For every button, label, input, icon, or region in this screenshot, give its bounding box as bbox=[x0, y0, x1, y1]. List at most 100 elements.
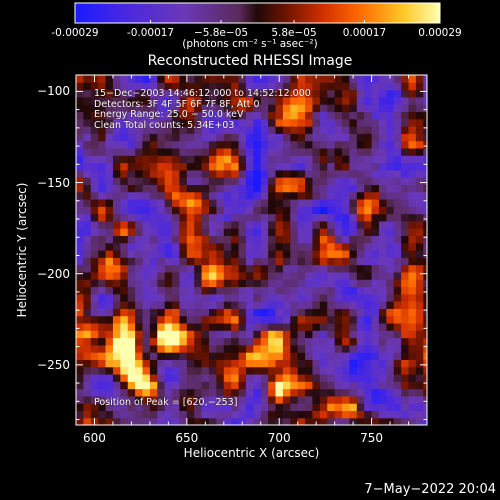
heatmap-cell bbox=[157, 111, 166, 120]
heatmap-cell bbox=[194, 315, 203, 324]
heatmap-cell bbox=[98, 417, 107, 425]
heatmap-cell bbox=[356, 410, 365, 419]
heatmap-cell bbox=[76, 140, 84, 149]
heatmap-cell bbox=[179, 337, 188, 346]
heatmap-cell bbox=[179, 250, 188, 258]
heatmap-cell bbox=[76, 403, 84, 412]
heatmap-cell bbox=[120, 417, 129, 425]
heatmap-cell bbox=[245, 111, 254, 120]
heatmap-cell bbox=[401, 133, 410, 142]
heatmap-cell bbox=[223, 301, 232, 309]
heatmap-cell bbox=[231, 315, 240, 324]
heatmap-cell bbox=[76, 271, 84, 280]
heatmap-cell bbox=[356, 126, 365, 134]
heatmap-cell bbox=[76, 89, 84, 98]
heatmap-cell bbox=[164, 140, 173, 149]
heatmap-cell bbox=[112, 75, 121, 83]
heatmap-cell bbox=[275, 140, 284, 149]
heatmap-cell bbox=[378, 250, 387, 258]
heatmap-cell bbox=[201, 104, 210, 113]
heatmap-cell bbox=[245, 337, 254, 346]
heatmap-cell bbox=[164, 250, 173, 258]
heatmap-cell bbox=[327, 169, 336, 178]
heatmap-cell bbox=[127, 352, 136, 360]
heatmap-cell bbox=[112, 89, 121, 98]
heatmap-cell bbox=[216, 75, 225, 83]
heatmap-cell bbox=[76, 381, 84, 390]
heatmap-cell bbox=[216, 264, 225, 273]
heatmap-cell bbox=[223, 140, 232, 149]
heatmap-cell bbox=[164, 191, 173, 200]
heatmap-cell bbox=[408, 250, 417, 258]
heatmap-cell bbox=[142, 82, 151, 91]
heatmap-cell bbox=[415, 322, 424, 331]
heatmap-cell bbox=[90, 257, 99, 266]
heatmap-cell bbox=[172, 381, 181, 390]
heatmap-cell bbox=[157, 155, 166, 164]
heatmap-cell bbox=[231, 381, 240, 390]
heatmap-cell bbox=[135, 155, 144, 164]
heatmap-cell bbox=[334, 315, 343, 324]
heatmap-cell bbox=[223, 235, 232, 244]
heatmap-cell bbox=[76, 410, 84, 419]
heatmap-cell bbox=[401, 330, 410, 339]
heatmap-cell bbox=[290, 286, 299, 295]
heatmap-cell bbox=[216, 169, 225, 178]
heatmap-cell bbox=[105, 359, 114, 368]
heatmap-cell bbox=[423, 344, 427, 353]
heatmap-cell bbox=[194, 177, 203, 185]
heatmap-cell bbox=[209, 75, 217, 83]
heatmap-cell bbox=[179, 96, 188, 105]
heatmap-cell bbox=[127, 147, 136, 156]
heatmap-cell bbox=[327, 410, 336, 419]
heatmap-cell bbox=[290, 155, 299, 164]
heatmap-cell bbox=[364, 388, 373, 397]
heatmap-cell bbox=[245, 395, 254, 404]
heatmap-cell bbox=[194, 162, 203, 171]
heatmap-cell bbox=[127, 344, 136, 353]
heatmap-cell bbox=[342, 271, 351, 280]
colorbar-tick-label: 0.00017 bbox=[342, 27, 387, 39]
heatmap-cell bbox=[268, 147, 277, 156]
heatmap-cell bbox=[356, 337, 365, 346]
heatmap-cell bbox=[342, 250, 351, 258]
heatmap-cell bbox=[401, 118, 410, 127]
heatmap-cell bbox=[319, 301, 328, 309]
heatmap-cell bbox=[349, 410, 358, 419]
heatmap-cell bbox=[386, 235, 395, 244]
heatmap-cell bbox=[172, 184, 181, 193]
heatmap-cell bbox=[238, 250, 247, 258]
heatmap-cell bbox=[135, 126, 144, 134]
heatmap-cell bbox=[282, 213, 291, 222]
heatmap-cell bbox=[401, 264, 410, 273]
heatmap-cell bbox=[364, 235, 373, 244]
heatmap-cell bbox=[120, 279, 129, 288]
heatmap-cell bbox=[201, 177, 210, 185]
heatmap-cell bbox=[342, 198, 351, 207]
heatmap-cell bbox=[76, 330, 84, 339]
heatmap-cell bbox=[268, 359, 277, 368]
heatmap-cell bbox=[423, 373, 427, 382]
heatmap-cell bbox=[216, 381, 225, 390]
heatmap-cell bbox=[142, 147, 151, 156]
heatmap-cell bbox=[275, 410, 284, 419]
heatmap-cell bbox=[201, 403, 210, 412]
heatmap-cell bbox=[349, 250, 358, 258]
heatmap-cell bbox=[83, 169, 92, 178]
heatmap-cell bbox=[282, 118, 291, 127]
heatmap-cell bbox=[342, 82, 351, 91]
heatmap-cell bbox=[172, 140, 181, 149]
heatmap-cell bbox=[216, 104, 225, 113]
heatmap-cell bbox=[157, 82, 166, 91]
heatmap-cell bbox=[112, 140, 121, 149]
heatmap-cell bbox=[231, 417, 240, 425]
heatmap-cell bbox=[194, 198, 203, 207]
heatmap-cell bbox=[209, 133, 217, 142]
heatmap-cell bbox=[290, 184, 299, 193]
heatmap-cell bbox=[142, 220, 151, 229]
heatmap-cell bbox=[319, 104, 328, 113]
heatmap-cell bbox=[135, 147, 144, 156]
heatmap-cell bbox=[319, 373, 328, 382]
heatmap-cell bbox=[238, 395, 247, 404]
heatmap-cell bbox=[386, 104, 395, 113]
